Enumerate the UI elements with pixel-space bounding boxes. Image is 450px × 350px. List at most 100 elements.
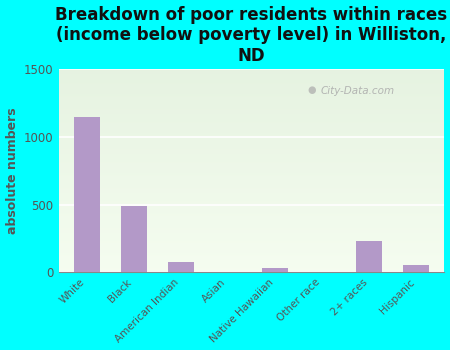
Bar [58,231,445,232]
Bar [58,199,445,200]
Bar [58,220,445,222]
Bar [58,209,445,210]
Bar [58,95,445,96]
Bar [58,184,445,185]
Bar [58,196,445,197]
Bar [58,215,445,216]
Bar [58,165,445,166]
Bar [58,130,445,131]
Bar [58,236,445,237]
Bar [403,265,429,272]
Bar [58,75,445,76]
Bar [58,110,445,111]
Bar [58,105,445,106]
Bar [58,159,445,160]
Bar [58,247,445,248]
Bar [58,175,445,176]
Bar [58,87,445,88]
Bar [58,177,445,178]
Bar [58,160,445,161]
Bar [58,174,445,175]
Bar [58,262,445,263]
Bar [58,258,445,259]
Bar [58,203,445,204]
Bar [58,134,445,135]
Bar [58,183,445,184]
Bar [58,263,445,264]
Bar [58,219,445,220]
Bar [58,194,445,195]
Bar [58,169,445,170]
Bar [58,176,445,177]
Bar [58,82,445,83]
Bar [58,185,445,186]
Bar [58,127,445,128]
Bar [58,188,445,189]
Bar [58,150,445,152]
Bar [58,214,445,215]
Bar [58,112,445,113]
Bar [58,83,445,84]
Bar [58,115,445,116]
Bar [58,162,445,163]
Bar [58,261,445,262]
Bar [58,210,445,211]
Bar [58,123,445,124]
Bar [168,262,194,272]
Bar [58,128,445,129]
Bar [58,218,445,219]
Bar [58,78,445,79]
Bar [58,85,445,86]
Bar [58,178,445,179]
Bar [58,161,445,162]
Bar [58,135,445,137]
Bar [58,186,445,187]
Bar [58,250,445,251]
Bar [58,93,445,94]
Bar [58,200,445,201]
Bar [58,267,445,268]
Bar [58,145,445,146]
Bar [58,167,445,168]
Bar [58,216,445,217]
Bar [58,119,445,120]
Bar [58,89,445,90]
Bar [58,86,445,87]
Bar [58,92,445,93]
Bar [58,74,445,75]
Bar [58,90,445,91]
Bar [58,211,445,212]
Bar [58,206,445,207]
Bar [58,270,445,271]
Bar [58,217,445,218]
Bar [58,136,445,138]
Bar [58,259,445,260]
Bar [58,71,445,72]
Bar [58,239,445,240]
Bar [58,144,445,145]
Bar [58,190,445,191]
Bar [58,243,445,244]
Bar [58,254,445,255]
Y-axis label: absolute numbers: absolute numbers [5,107,18,234]
Bar [58,172,445,173]
Bar [58,264,445,265]
Bar [58,97,445,98]
Bar [58,255,445,256]
Bar [58,102,445,103]
Bar [58,103,445,104]
Bar [58,147,445,148]
Bar [58,171,445,172]
Bar [58,229,445,230]
Bar [58,148,445,149]
Bar [58,158,445,159]
Bar [74,117,100,272]
Bar [58,251,445,252]
Bar [58,170,445,171]
Bar [58,202,445,203]
Bar [58,244,445,245]
Bar [58,121,445,122]
Bar [58,198,445,199]
Bar [58,154,445,155]
Bar [58,76,445,77]
